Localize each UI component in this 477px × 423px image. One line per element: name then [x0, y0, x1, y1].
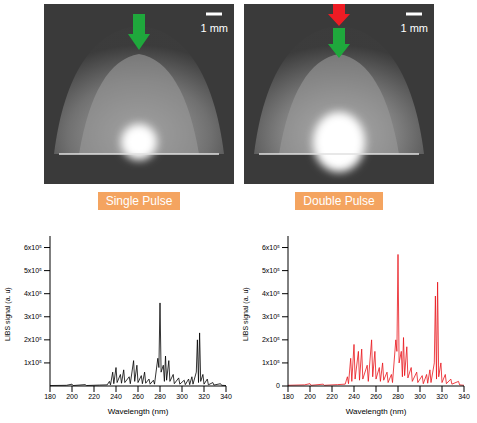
svg-text:2x10⁵: 2x10⁵ — [262, 336, 280, 343]
svg-text:300: 300 — [414, 393, 426, 400]
svg-text:Wavelength (nm): Wavelength (nm) — [108, 407, 169, 416]
svg-text:340: 340 — [220, 393, 232, 400]
svg-text:200: 200 — [66, 393, 78, 400]
svg-text:320: 320 — [198, 393, 210, 400]
svg-text:240: 240 — [110, 393, 122, 400]
svg-text:LIBS signal (a. u): LIBS signal (a. u) — [4, 287, 12, 341]
svg-text:200: 200 — [304, 393, 316, 400]
svg-text:280: 280 — [154, 393, 166, 400]
svg-text:3x10⁵: 3x10⁵ — [262, 313, 280, 320]
svg-text:340: 340 — [458, 393, 470, 400]
svg-text:1 mm: 1 mm — [401, 22, 429, 34]
svg-text:180: 180 — [44, 393, 56, 400]
svg-text:4x10⁵: 4x10⁵ — [262, 290, 280, 297]
svg-text:180: 180 — [282, 393, 294, 400]
svg-text:5x10⁵: 5x10⁵ — [24, 267, 42, 274]
svg-text:300: 300 — [176, 393, 188, 400]
svg-text:6x10⁵: 6x10⁵ — [24, 244, 42, 251]
svg-text:220: 220 — [326, 393, 338, 400]
svg-text:2x10⁵: 2x10⁵ — [24, 336, 42, 343]
svg-text:1x10⁵: 1x10⁵ — [262, 359, 280, 366]
svg-text:6x10⁵: 6x10⁵ — [262, 244, 280, 251]
svg-text:220: 220 — [88, 393, 100, 400]
svg-text:240: 240 — [348, 393, 360, 400]
svg-text:LIBS signal (a. u): LIBS signal (a. u) — [242, 287, 250, 341]
svg-text:260: 260 — [132, 393, 144, 400]
svg-text:1x10⁵: 1x10⁵ — [24, 359, 42, 366]
svg-text:0: 0 — [276, 382, 280, 389]
svg-text:Wavelength (nm): Wavelength (nm) — [346, 407, 407, 416]
svg-text:260: 260 — [370, 393, 382, 400]
html-text:Double Pulse: Double Pulse — [303, 194, 375, 208]
svg-text:320: 320 — [436, 393, 448, 400]
svg-text:3x10⁵: 3x10⁵ — [24, 313, 42, 320]
html-text:Single Pulse: Single Pulse — [105, 194, 173, 208]
svg-text:1 mm: 1 mm — [201, 22, 229, 34]
svg-text:4x10⁵: 4x10⁵ — [24, 290, 42, 297]
svg-text:5x10⁵: 5x10⁵ — [262, 267, 280, 274]
svg-text:280: 280 — [392, 393, 404, 400]
